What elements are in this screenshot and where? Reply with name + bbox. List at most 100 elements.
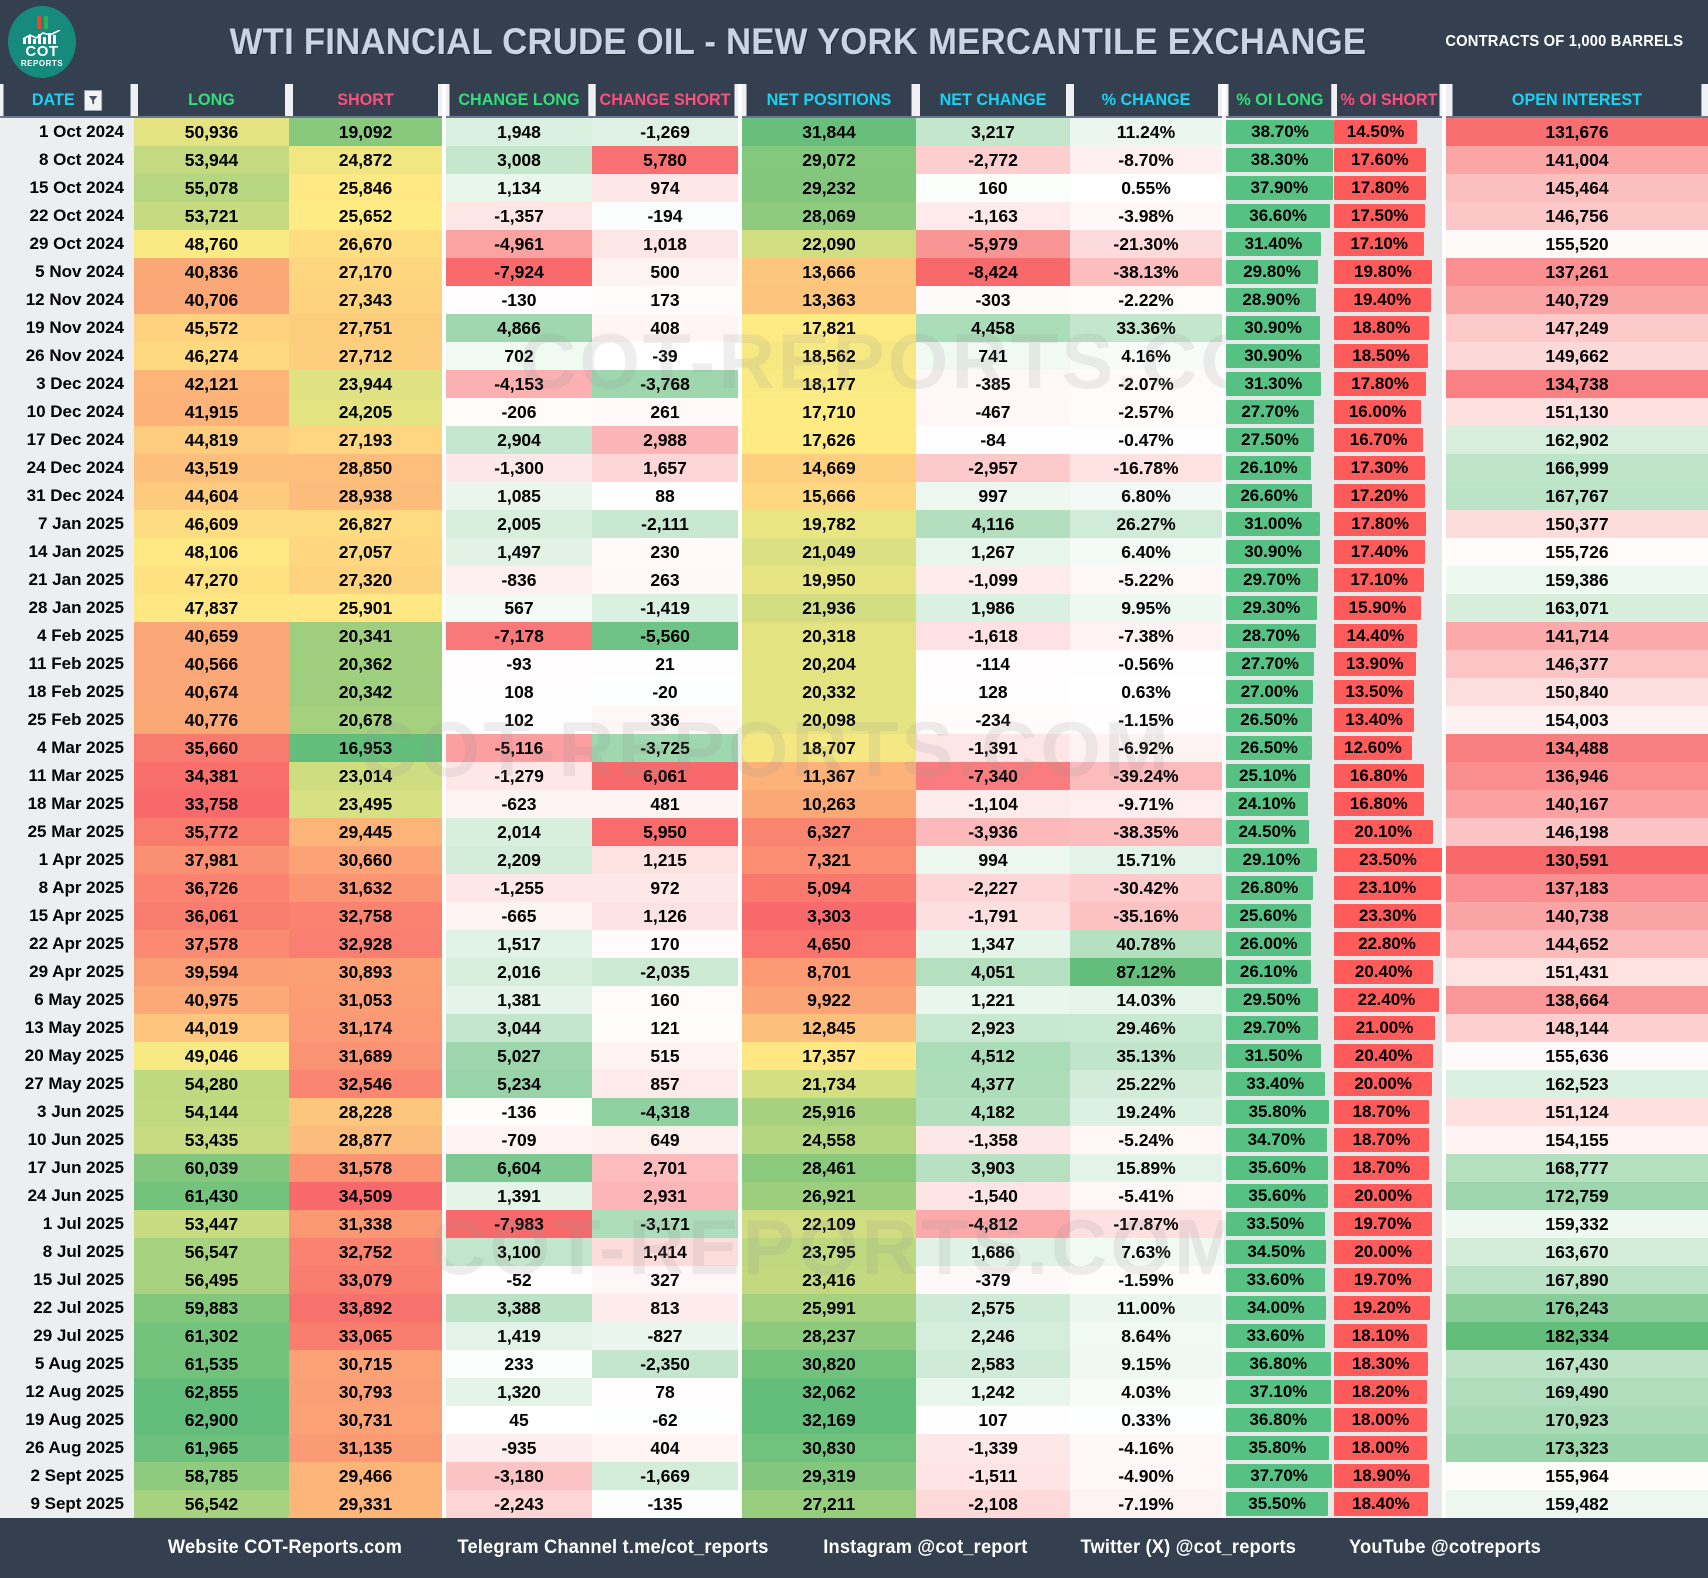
footer-link-1[interactable]: Telegram Channel t.me/cot_reports [457, 1537, 769, 1558]
cell-net-positions: 29,319 [738, 1462, 916, 1490]
cell-change-short: 230 [592, 538, 740, 566]
cell-change-long: 233 [442, 1350, 592, 1378]
footer-link-0[interactable]: Website COT-Reports.com [168, 1537, 403, 1558]
cell-oi-short: 19.40% [1334, 286, 1444, 314]
cell-net-positions: 18,562 [738, 342, 916, 370]
table-row: 27 May 2025 54,280 32,546 5,234 857 21,734 4,3… [0, 1070, 1708, 1098]
cell-net-change: 1,686 [916, 1238, 1070, 1266]
table-row: 5 Nov 2024 40,836 27,170 -7,924 500 13,666 -8,… [0, 258, 1708, 286]
col-header-date[interactable]: DATE [3, 84, 131, 118]
cell-change-long: 2,014 [442, 818, 592, 846]
col-header-pct-change[interactable]: % CHANGE [1073, 84, 1221, 118]
cell-long: 46,609 [134, 510, 289, 538]
cell-date: 18 Mar 2025 [0, 790, 134, 818]
table-row: 24 Dec 2024 43,519 28,850 -1,300 1,657 14,669… [0, 454, 1708, 482]
cell-change-short: -3,725 [592, 734, 740, 762]
cell-oi-long: 27.00% [1222, 678, 1334, 706]
cell-net-change: 4,458 [916, 314, 1070, 342]
cell-change-short: -5,560 [592, 622, 740, 650]
table-row: 25 Feb 2025 40,776 20,678 102 336 20,098 -234-… [0, 706, 1708, 734]
cell-change-long: 2,016 [442, 958, 592, 986]
cell-net-positions: 10,263 [738, 790, 916, 818]
cell-oi-short: 18.20% [1334, 1378, 1444, 1406]
col-header-net-change[interactable]: NET CHANGE [919, 84, 1067, 118]
cell-short: 32,758 [289, 902, 444, 930]
col-header-oi-long[interactable]: % OI LONG [1224, 84, 1332, 118]
cell-short: 25,652 [289, 202, 444, 230]
col-header-oi-short[interactable]: % OI SHORT [1336, 84, 1442, 118]
cell-net-positions: 29,232 [738, 174, 916, 202]
cell-oi-short: 13.40% [1334, 706, 1444, 734]
cell-short: 27,057 [289, 538, 444, 566]
cell-net-positions: 8,701 [738, 958, 916, 986]
cell-short: 24,205 [289, 398, 444, 426]
cell-oi-long: 38.30% [1222, 146, 1334, 174]
cell-long: 37,578 [134, 930, 289, 958]
cell-open-interest: 146,198 [1442, 818, 1708, 846]
cell-net-change: -5,979 [916, 230, 1070, 258]
cell-oi-long: 33.60% [1222, 1322, 1334, 1350]
cell-net-positions: 27,211 [738, 1490, 916, 1518]
cell-short: 29,466 [289, 1462, 444, 1490]
cell-long: 53,944 [134, 146, 289, 174]
cell-long: 36,061 [134, 902, 289, 930]
col-header-change-short[interactable]: CHANGE SHORT [595, 84, 737, 118]
cell-pct-change: -2.57% [1070, 398, 1224, 426]
cell-date: 5 Aug 2025 [0, 1350, 134, 1378]
cell-oi-short: 15.90% [1334, 594, 1444, 622]
cell-net-change: 741 [916, 342, 1070, 370]
table-row: 1 Jul 2025 53,447 31,338 -7,983 -3,171 22,109… [0, 1210, 1708, 1238]
cell-change-short: -2,350 [592, 1350, 740, 1378]
cell-short: 31,053 [289, 986, 444, 1014]
cell-short: 25,846 [289, 174, 444, 202]
cell-long: 40,776 [134, 706, 289, 734]
cell-change-short: 5,780 [592, 146, 740, 174]
cell-net-positions: 13,363 [738, 286, 916, 314]
cell-pct-change: -5.22% [1070, 566, 1224, 594]
table-row: 4 Feb 2025 40,659 20,341 -7,178 -5,560 20,318… [0, 622, 1708, 650]
cell-change-short: -1,419 [592, 594, 740, 622]
cell-date: 4 Mar 2025 [0, 734, 134, 762]
cell-short: 34,509 [289, 1182, 444, 1210]
cell-oi-long: 31.50% [1222, 1042, 1334, 1070]
cell-net-change: -234 [916, 706, 1070, 734]
cell-net-change: -2,772 [916, 146, 1070, 174]
cell-net-positions: 17,626 [738, 426, 916, 454]
col-header-open-interest[interactable]: OPEN INTEREST [1448, 84, 1702, 118]
cell-net-change: -2,108 [916, 1490, 1070, 1518]
col-header-date-label: DATE [31, 90, 75, 109]
cell-change-short: 21 [592, 650, 740, 678]
cell-oi-short: 19.20% [1334, 1294, 1444, 1322]
cell-change-short: -20 [592, 678, 740, 706]
cell-oi-short: 19.70% [1334, 1266, 1444, 1294]
footer-link-4[interactable]: YouTube @cotreports [1348, 1537, 1541, 1558]
col-header-long[interactable]: LONG [137, 84, 286, 118]
footer-link-3[interactable]: Twitter (X) @cot_reports [1080, 1537, 1297, 1558]
cell-open-interest: 173,323 [1442, 1434, 1708, 1462]
cell-change-long: -935 [442, 1434, 592, 1462]
cell-open-interest: 140,738 [1442, 902, 1708, 930]
col-header-net-positions[interactable]: NET POSITIONS [742, 84, 912, 118]
cell-oi-short: 17.10% [1334, 230, 1444, 258]
cell-pct-change: -5.24% [1070, 1126, 1224, 1154]
cell-oi-short: 20.00% [1334, 1238, 1444, 1266]
cell-long: 55,078 [134, 174, 289, 202]
cell-date: 26 Aug 2025 [0, 1434, 134, 1462]
table-row: 17 Dec 2024 44,819 27,193 2,904 2,988 17,626-… [0, 426, 1708, 454]
cell-date: 22 Apr 2025 [0, 930, 134, 958]
cell-date: 9 Sept 2025 [0, 1490, 134, 1518]
table-row: 19 Aug 2025 62,900 30,731 45 -62 32,169 107 0.3… [0, 1406, 1708, 1434]
cell-open-interest: 147,249 [1442, 314, 1708, 342]
cell-long: 36,726 [134, 874, 289, 902]
filter-icon[interactable] [84, 89, 103, 111]
col-header-change-long[interactable]: CHANGE LONG [445, 84, 589, 118]
cell-change-short: 404 [592, 1434, 740, 1462]
cell-pct-change: 11.24% [1070, 117, 1224, 146]
table-row: 8 Oct 2024 53,944 24,872 3,008 5,780 29,072 -2… [0, 146, 1708, 174]
cell-short: 28,228 [289, 1098, 444, 1126]
cell-open-interest: 141,004 [1442, 146, 1708, 174]
col-header-short[interactable]: SHORT [292, 84, 441, 118]
footer-link-2[interactable]: Instagram @cot_report [823, 1537, 1028, 1558]
cell-short: 25,901 [289, 594, 444, 622]
cell-short: 32,546 [289, 1070, 444, 1098]
